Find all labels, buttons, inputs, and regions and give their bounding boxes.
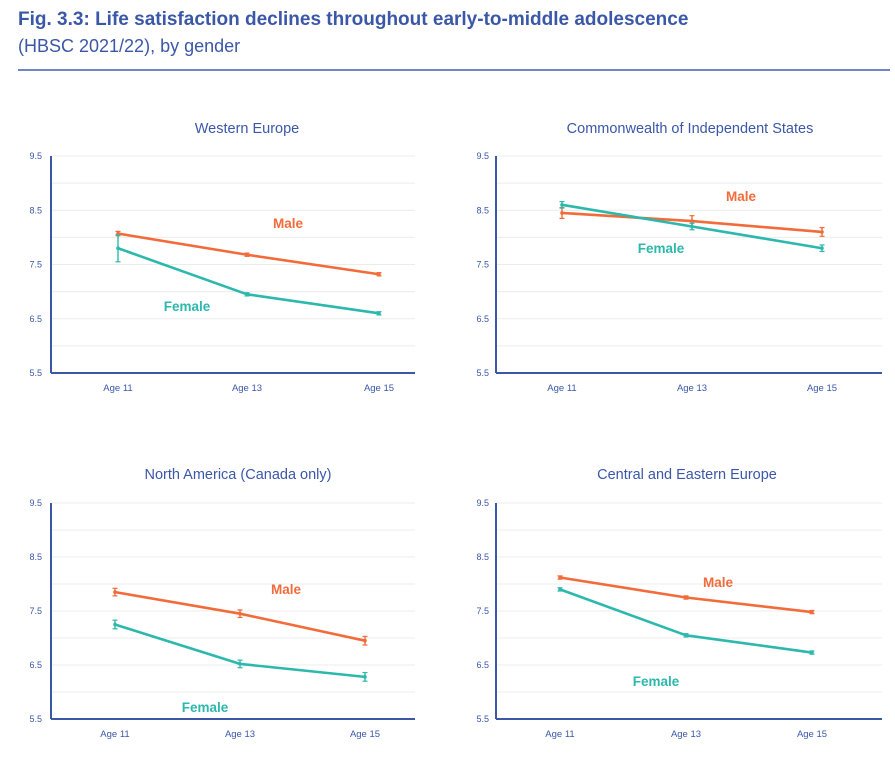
male-data-point — [558, 575, 562, 580]
male-data-point — [245, 252, 249, 257]
y-tick-label: 5.5 — [29, 714, 42, 724]
x-tick-label: Age 13 — [677, 383, 707, 394]
x-tick-label: Age 11 — [547, 383, 576, 394]
male-series-label: Male — [273, 216, 304, 231]
y-tick-label: 6.5 — [476, 660, 489, 670]
female-series-label: Female — [182, 700, 229, 715]
x-tick-label: Age 15 — [797, 729, 827, 740]
female-data-point — [113, 622, 117, 627]
female-data-point — [116, 246, 120, 251]
y-tick-label: 7.5 — [476, 606, 489, 616]
y-tick-label: 9.5 — [476, 151, 489, 161]
y-tick-label: 6.5 — [29, 314, 42, 324]
y-tick-label: 8.5 — [476, 552, 489, 562]
male-data-point — [377, 272, 381, 277]
x-tick-label: Age 11 — [545, 729, 574, 740]
male-data-point — [820, 230, 824, 234]
male-data-point — [363, 638, 367, 643]
chart-title: Western Europe — [195, 121, 300, 137]
y-tick-label: 9.5 — [29, 498, 42, 508]
female-data-point — [810, 650, 814, 655]
male-series-label: Male — [271, 582, 302, 597]
title-divider — [18, 69, 890, 71]
chart-panel-1: Western Europe 9.5 8.5 7.5 6.5 5.5 Age 11 Age 1… — [29, 121, 415, 394]
x-tick-label: Age 15 — [364, 383, 394, 394]
y-tick-label: 5.5 — [29, 368, 42, 378]
female-series-label: Female — [638, 241, 685, 256]
female-data-point — [560, 203, 564, 207]
x-tick-label: Age 15 — [350, 729, 380, 740]
x-tick-label: Age 15 — [807, 383, 837, 394]
male-series-label: Male — [703, 575, 734, 590]
female-data-point — [363, 675, 367, 679]
x-tick-label: Age 11 — [100, 729, 129, 740]
female-data-point — [820, 246, 824, 251]
y-tick-label: 9.5 — [29, 151, 42, 161]
male-data-point — [690, 219, 694, 223]
y-tick-label: 5.5 — [476, 714, 489, 724]
female-data-point — [245, 292, 249, 297]
x-tick-label: Age 13 — [225, 729, 255, 740]
chart-panel-3: North America (Canada only) 9.5 8.5 7.5 6.5 5… — [29, 467, 415, 740]
y-tick-label: 8.5 — [29, 552, 42, 562]
male-data-point — [684, 595, 688, 600]
figure-title: Fig. 3.3: Life satisfaction declines thr… — [18, 9, 689, 30]
female-data-point — [238, 662, 242, 666]
male-data-point — [810, 610, 814, 614]
chart-title: Commonwealth of Independent States — [567, 121, 814, 137]
y-tick-label: 5.5 — [476, 368, 489, 378]
chart-panel-4: Central and Eastern Europe 9.5 8.5 7.5 6.5 5.… — [476, 467, 882, 740]
male-series-label: Male — [726, 189, 757, 204]
figure-subtitle: (HBSC 2021/22), by gender — [18, 36, 241, 56]
female-data-point — [690, 224, 694, 229]
female-series-label: Female — [164, 299, 211, 314]
male-series-line — [559, 576, 813, 614]
y-tick-label: 7.5 — [29, 606, 42, 616]
y-tick-label: 7.5 — [476, 260, 489, 270]
x-tick-label: Age 13 — [232, 383, 262, 394]
y-tick-label: 8.5 — [476, 205, 489, 215]
chart-title: Central and Eastern Europe — [597, 467, 777, 483]
female-series-line — [117, 247, 380, 315]
x-tick-label: Age 13 — [671, 729, 701, 740]
y-tick-label: 9.5 — [476, 498, 489, 508]
female-data-point — [684, 633, 688, 638]
male-data-point — [113, 590, 117, 594]
chart-title: North America (Canada only) — [145, 467, 332, 483]
female-data-point — [558, 587, 562, 592]
y-tick-label: 8.5 — [29, 205, 42, 215]
y-tick-label: 6.5 — [476, 314, 489, 324]
male-data-point — [238, 611, 242, 616]
x-tick-label: Age 11 — [103, 383, 132, 394]
y-tick-label: 6.5 — [29, 660, 42, 670]
female-series-label: Female — [633, 674, 680, 689]
female-data-point — [377, 311, 381, 316]
y-tick-label: 7.5 — [29, 260, 42, 270]
male-data-point — [560, 211, 564, 215]
chart-panel-2: Commonwealth of Independent States 9.5 8.5… — [476, 121, 882, 394]
